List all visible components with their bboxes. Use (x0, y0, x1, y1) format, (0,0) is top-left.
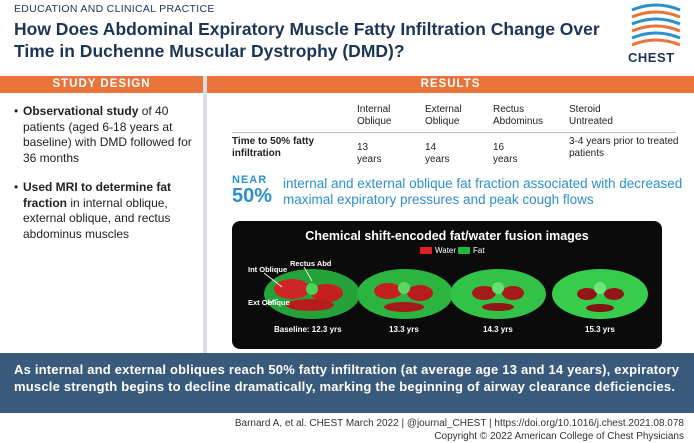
chest-logo-icon (631, 3, 681, 47)
column-header: Internal Oblique (357, 104, 392, 127)
copyright: Copyright © 2022 American College of Che… (434, 431, 684, 442)
list-item: Used MRI to determine fat fraction in in… (14, 180, 196, 242)
fat-swatch (458, 247, 470, 255)
label-rectus: Rectus Abd (290, 259, 332, 268)
label-ext-oblique: Ext Oblique (248, 298, 290, 307)
scan-caption: 15.3 yrs (585, 325, 615, 334)
mri-panel: Chemical shift-encoded fat/water fusion … (232, 221, 662, 349)
page-title: How Does Abdominal Expiratory Muscle Fat… (14, 19, 600, 61)
legend-water: Water (420, 246, 456, 255)
column-header: External Oblique (425, 104, 462, 127)
mri-scans (263, 266, 648, 319)
category-label: EDUCATION AND CLINICAL PRACTICE (14, 3, 215, 15)
water-swatch (420, 247, 432, 255)
table-cell: 13 years (357, 142, 382, 165)
mri-scan (264, 269, 360, 319)
table-cell: 14 years (425, 142, 450, 165)
mri-scan (552, 269, 648, 319)
near-stat: NEAR 50% (232, 174, 273, 207)
mri-scan (450, 269, 546, 319)
study-design-list: Observational study of 40 patients (aged… (14, 104, 196, 256)
column-header: Steroid Untreated (569, 104, 613, 127)
row-label: Time to 50% fatty infiltration (232, 136, 315, 159)
mri-scan (357, 269, 453, 319)
near-description: internal and external oblique fat fracti… (283, 176, 683, 207)
label-int-oblique: Int Oblique (248, 265, 288, 274)
table-rule (232, 132, 676, 133)
near-small: NEAR (232, 174, 268, 186)
legend-fat: Fat (458, 246, 485, 255)
list-item: Observational study of 40 patients (aged… (14, 104, 196, 166)
mri-title: Chemical shift-encoded fat/water fusion … (305, 229, 589, 243)
table-cell: 3-4 years prior to treated patients (569, 136, 679, 159)
column-divider (203, 76, 207, 353)
results-heading: RESULTS (207, 76, 694, 93)
logo-text: CHEST (628, 50, 675, 65)
conclusion-banner: As internal and external obliques reach … (0, 353, 694, 413)
table-cell: 16 years (493, 142, 518, 165)
column-header: Rectus Abdominus (493, 104, 544, 127)
citation: Barnard A, et al. CHEST March 2022 | @jo… (234, 418, 684, 429)
scan-caption: 13.3 yrs (389, 325, 419, 334)
scan-caption: Baseline: 12.3 yrs (274, 325, 342, 334)
scan-caption: 14.3 yrs (483, 325, 513, 334)
near-big: 50% (232, 185, 273, 207)
study-design-heading: STUDY DESIGN (0, 76, 203, 93)
